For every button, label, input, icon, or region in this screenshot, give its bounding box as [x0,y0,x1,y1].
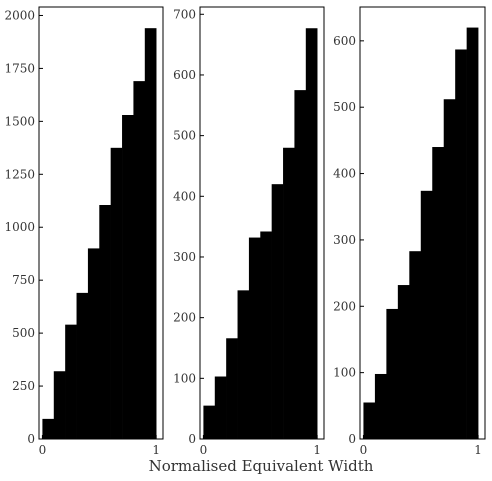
histogram-bar [294,90,307,440]
histogram-bar [53,371,66,439]
axes-frame [38,6,164,440]
histogram-bar [271,184,284,439]
y-tick-label: 200 [173,311,196,325]
y-tick-label: 250 [12,379,35,393]
axes-frame [359,6,486,440]
histogram-bar [432,147,445,439]
x-axis-label: Normalised Equivalent Width [149,457,374,475]
histogram-bar [397,285,410,439]
histogram-bar [363,402,376,439]
histogram-bar [374,373,387,439]
x-tick-label: 1 [152,443,160,457]
histogram-bar [305,28,318,440]
histogram-panel-1: 0 250 500 750 1000 1250 1500 1750 2000 0 1 [4,6,164,457]
histogram-bar [110,147,123,439]
y-tick-label: 0 [348,432,356,446]
y-tick-label: 100 [173,371,196,385]
y-tick-label: 500 [12,326,35,340]
y-tick-label: 300 [173,250,196,264]
y-tick-label: 1500 [4,114,35,128]
histogram-bar [283,147,295,439]
y-tick-label: 200 [333,299,356,313]
histogram-bar [203,405,216,439]
histogram-bar [455,49,467,439]
x-tick-label: 0 [200,443,208,457]
y-tick-label: 2000 [4,8,35,22]
x-tick-label: 1 [313,443,321,457]
histogram-bar [386,308,399,439]
y-tick-label: 600 [173,68,196,82]
histogram-bar [42,418,55,439]
histogram-bar [237,290,250,439]
y-tick-label: 500 [173,129,196,143]
histogram-bar [144,28,157,440]
histogram-bar [133,81,146,440]
y-tick-label: 1250 [4,167,35,181]
histogram-bar [76,292,89,439]
histogram-bar [65,324,77,439]
histogram-bar [260,231,272,439]
axes-frame [199,6,325,440]
histogram-bar [409,251,422,439]
y-tick-label: 0 [27,432,35,446]
y-tick-label: 700 [173,7,196,21]
histogram-bar [420,190,433,439]
x-tick-label: 0 [39,443,47,457]
histogram-panel-2: 0 100 200 300 400 500 600 700 0 1 [173,6,325,457]
histogram-bar [87,248,100,439]
histogram-bar [443,99,456,440]
x-tick-label: 0 [360,443,368,457]
histogram-bar [214,376,227,439]
y-tick-label: 300 [333,233,356,247]
histogram-bar [99,205,111,439]
y-tick-label: 500 [333,100,356,114]
histogram-bar [466,27,479,439]
y-tick-label: 100 [333,366,356,380]
histogram-bar [226,338,238,439]
y-tick-label: 1000 [4,220,35,234]
histogram-bar [122,115,134,439]
histogram-bar [248,237,261,439]
y-tick-label: 1750 [4,61,35,75]
y-tick-label: 600 [333,34,356,48]
y-tick-label: 400 [173,189,196,203]
x-tick-label: 1 [474,443,482,457]
y-tick-label: 400 [333,167,356,181]
y-tick-label: 750 [12,273,35,287]
y-tick-label: 0 [188,432,196,446]
histogram-panel-3: 0 100 200 300 400 500 600 0 1 [333,6,486,457]
